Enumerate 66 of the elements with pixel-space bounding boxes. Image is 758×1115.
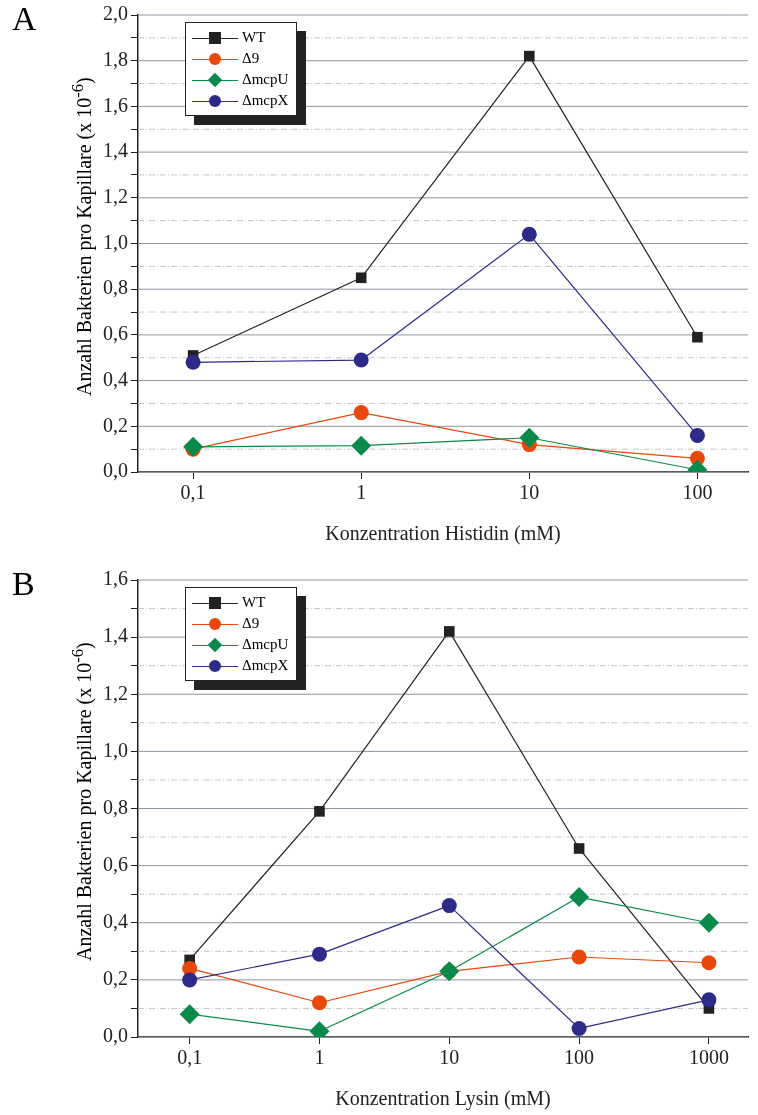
y-tick-label: 1,6: [103, 93, 128, 116]
y-tick-label: 1,6: [103, 567, 128, 590]
point: [521, 226, 537, 242]
x-tick-label: 0,1: [180, 481, 206, 504]
y-tick-label: 1,2: [103, 185, 128, 208]
point: [311, 946, 327, 962]
point: [355, 272, 367, 284]
point: [314, 806, 325, 817]
point: [569, 887, 590, 908]
chart-title: B: [12, 565, 35, 603]
x-tick-label: 10: [519, 481, 540, 504]
y-tick-label: 1,4: [103, 139, 128, 162]
y-tick-label: 0,8: [103, 795, 128, 818]
legend-label: ΔmcpX: [242, 657, 289, 674]
y-tick-label: 0,2: [103, 413, 128, 436]
y-tick-label: 0,4: [103, 367, 128, 390]
legend-label: WT: [242, 594, 266, 611]
x-tick-label: 10: [439, 1046, 460, 1069]
point: [182, 972, 198, 988]
point: [571, 1020, 587, 1036]
y-tick-label: 1,4: [103, 624, 128, 647]
x-axis-title: Konzentration Lysin (mM): [335, 1087, 551, 1111]
point: [183, 436, 204, 457]
x-tick-label: 1000: [688, 1046, 729, 1069]
point: [701, 955, 717, 971]
point: [701, 992, 717, 1008]
y-tick-label: 0,8: [103, 276, 128, 299]
point: [443, 626, 455, 637]
y-tick-label: 0,6: [103, 322, 128, 345]
y-tick-label: 1,0: [103, 738, 128, 761]
legend-label: ΔmcpX: [242, 92, 289, 109]
y-tick-label: 0,4: [103, 910, 128, 932]
y-tick-label: 0,2: [103, 967, 128, 990]
legend-label: Δ9: [242, 50, 260, 67]
point: [571, 949, 587, 965]
x-tick-label: 100: [682, 481, 713, 504]
point: [573, 843, 585, 854]
y-tick-label: 0,0: [103, 459, 128, 482]
x-tick-label: 100: [564, 1046, 595, 1069]
point: [185, 354, 201, 370]
x-axis-title: Konzentration Histidin (mM): [325, 522, 561, 546]
y-tick-label: 1,8: [103, 47, 128, 70]
point: [698, 912, 719, 933]
x-tick-label: 1: [356, 481, 367, 504]
x-tick-label: 0,1: [177, 1046, 203, 1069]
y-tick-label: 1,0: [103, 230, 128, 253]
y-tick-label: 2,0: [103, 2, 128, 25]
point: [179, 1004, 200, 1025]
point: [689, 427, 705, 443]
legend-label: ΔmcpU: [242, 636, 289, 653]
x-tick-label: 1: [314, 1046, 325, 1069]
y-tick-label: 0,6: [103, 852, 128, 875]
legend-label: Δ9: [242, 615, 260, 632]
point: [351, 435, 372, 456]
point: [519, 427, 540, 448]
point: [353, 352, 369, 368]
point: [311, 995, 327, 1011]
point: [692, 331, 703, 343]
y-tick-label: 1,2: [103, 681, 128, 704]
point: [441, 898, 457, 914]
y-tick-label: 0,0: [103, 1024, 128, 1047]
chart-title: A: [12, 0, 37, 38]
point: [524, 50, 535, 62]
legend-label: ΔmcpU: [242, 71, 289, 88]
point: [353, 405, 369, 421]
legend-label: WT: [242, 29, 266, 46]
